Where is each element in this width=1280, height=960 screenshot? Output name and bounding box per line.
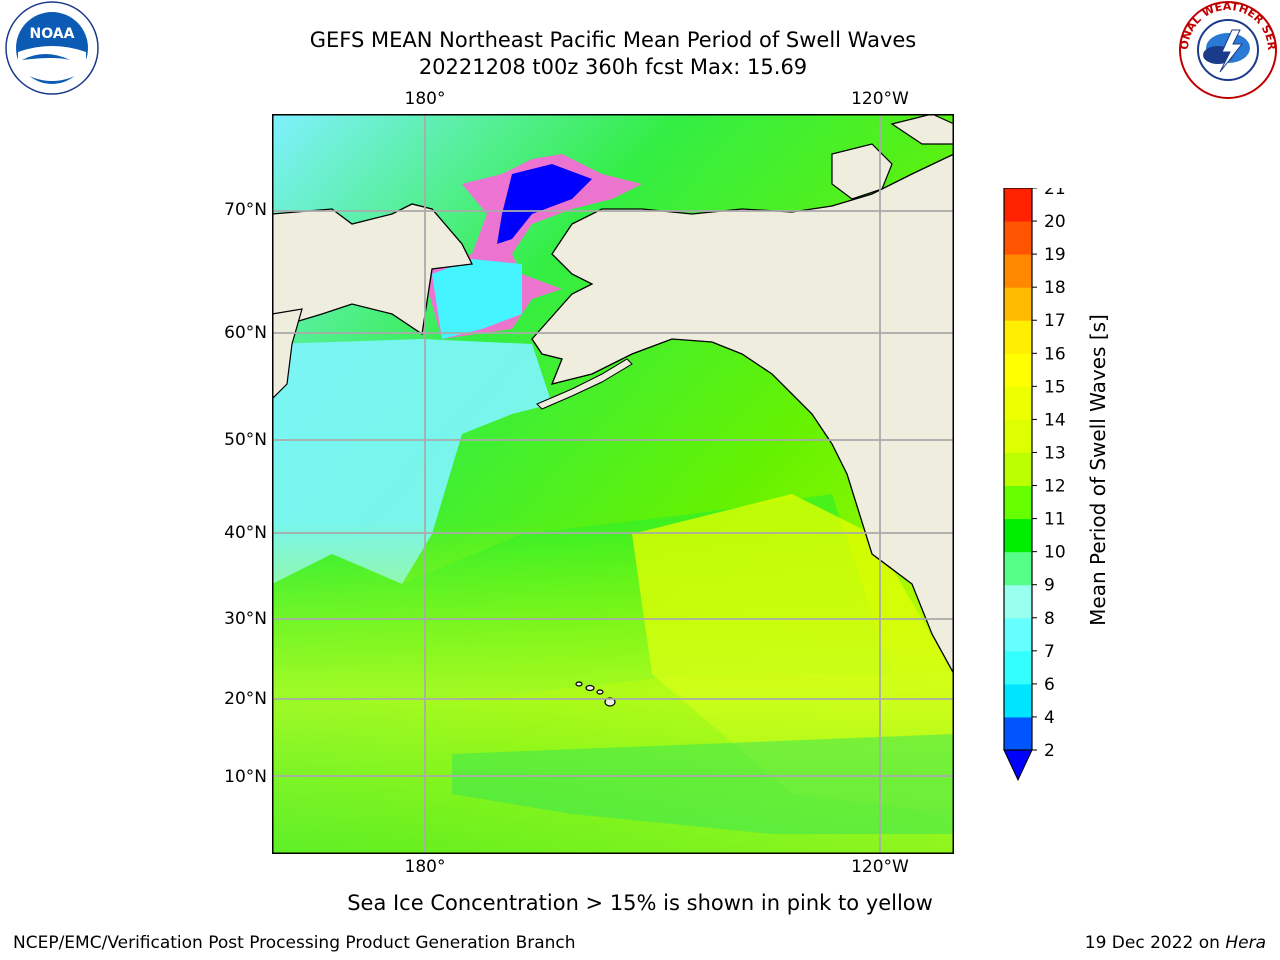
footer-credit: NCEP/EMC/Verification Post Processing Pr…: [13, 933, 576, 953]
colorbar-segment: [1004, 716, 1032, 751]
colorbar-tick-label: 10: [1044, 543, 1066, 563]
footer-host: Hera: [1225, 933, 1266, 953]
sea-ice-note: Sea Ice Concentration > 15% is shown in …: [347, 891, 933, 915]
colorbar-segment: [1004, 188, 1032, 222]
colorbar-tick-label: 6: [1044, 675, 1055, 695]
colorbar-segment: [1004, 617, 1032, 652]
land-arctic-islands: [831, 114, 954, 200]
lat-label-30: 30°N: [224, 609, 267, 629]
colorbar-segment: [1004, 518, 1032, 553]
colorbar-segment: [1004, 485, 1032, 520]
footer-date: 19 Dec 2022 on Hera: [1085, 933, 1266, 953]
colorbar-segment: [1004, 320, 1032, 354]
lat-label-50: 50°N: [224, 430, 267, 450]
colorbar-segment: [1004, 584, 1032, 619]
lat-label-10: 10°N: [224, 767, 267, 787]
colorbar-tick-label: 11: [1044, 510, 1066, 530]
colorbar-tick-label: 2: [1044, 741, 1055, 761]
land-kamchatka: [272, 308, 303, 400]
colorbar-tick-label: 4: [1044, 708, 1055, 728]
sea-ice-core: [497, 164, 592, 244]
colorbar-segment: [1004, 683, 1032, 718]
colorbar-segment: [1004, 221, 1032, 255]
colorbar-tick-label: 18: [1044, 278, 1066, 298]
colorbar-segment: [1004, 551, 1032, 586]
sea-ice-edge: [432, 259, 522, 339]
map-panel: [272, 114, 954, 854]
colorbar-tick-label: 7: [1044, 642, 1055, 662]
colorbar-tick-label: 15: [1044, 377, 1066, 397]
hawaii-islands: [575, 681, 616, 707]
footer-date-text: 19 Dec 2022 on: [1084, 933, 1226, 953]
nws-logo: NATIONAL WEATHER SERVICE: [1176, 0, 1278, 99]
colorbar-label: Mean Period of Swell Waves [s]: [1086, 314, 1110, 626]
colorbar-tick-label: 12: [1044, 477, 1066, 497]
colorbar-segment: [1004, 287, 1032, 321]
colorbar-segment: [1004, 419, 1032, 453]
lat-label-20: 20°N: [224, 689, 267, 709]
colorbar-segment: [1004, 386, 1032, 420]
colorbar-segment: [1004, 254, 1032, 288]
lat-label-60: 60°N: [224, 323, 267, 343]
colorbar-tick-label: 20: [1044, 212, 1066, 232]
colorbar-segment: [1004, 650, 1032, 685]
lon-label-bottom-120w: 120°W: [851, 857, 909, 877]
colorbar-tick-label: 13: [1044, 443, 1066, 463]
colorbar: 2 4 6 7 8 9 10 11 12 13 14 15 16 17 18 19 20 21: [1003, 188, 1066, 782]
colorbar-tick-label: 8: [1044, 609, 1055, 629]
colorbar-extend-arrow: [1003, 749, 1033, 782]
lat-label-40: 40°N: [224, 523, 267, 543]
colorbar-frame: [1003, 188, 1033, 751]
colorbar-tick-label: 16: [1044, 344, 1066, 364]
aleutian-islands: [536, 358, 633, 410]
lon-label-top-120w: 120°W: [851, 89, 909, 109]
lat-label-70: 70°N: [224, 200, 267, 220]
green-band-tropical: [452, 734, 954, 834]
colorbar-tick-label: 17: [1044, 311, 1066, 331]
graticule: [272, 114, 954, 854]
noaa-logo-text: NOAA: [30, 26, 75, 42]
chart-subtitle-date: 20221208 t00z 360h fcst Max: 15.69: [418, 55, 808, 79]
colorbar-segment: [1004, 353, 1032, 387]
colorbar-segment: [1004, 452, 1032, 487]
chart-title: GEFS MEAN Northeast Pacific Mean Period …: [309, 28, 917, 52]
colorbar-tick-label: 14: [1044, 410, 1066, 430]
colorbar-tick-label: 19: [1044, 245, 1066, 265]
noaa-logo: NOAA: [5, 1, 99, 95]
colorbar-tick-label: 21: [1044, 188, 1066, 199]
lon-label-bottom-180: 180°: [404, 857, 446, 877]
land-siberia: [272, 203, 473, 336]
colorbar-tick-label: 9: [1044, 576, 1055, 596]
lon-label-top-180: 180°: [404, 89, 446, 109]
